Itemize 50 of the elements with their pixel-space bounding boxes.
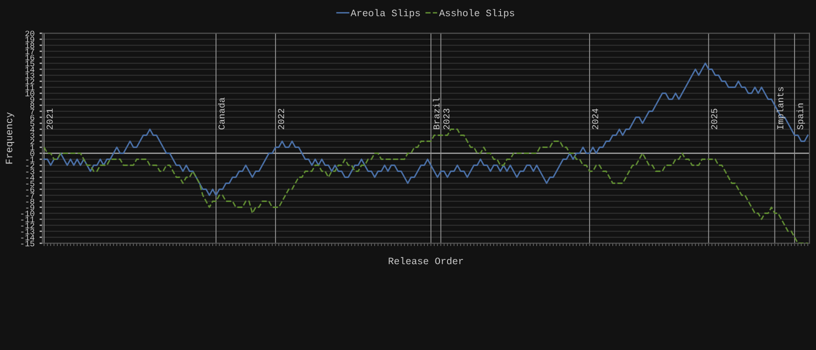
y-tick-label: 15 bbox=[25, 60, 34, 66]
y-tick-label: -1 bbox=[26, 156, 34, 162]
y-tick-label: -7 bbox=[26, 192, 34, 198]
annotation: Canada bbox=[218, 98, 225, 130]
y-tick-label: -15 bbox=[21, 240, 34, 246]
y-tick-label: 2 bbox=[30, 138, 34, 144]
y-tick-label: 17 bbox=[25, 48, 34, 54]
y-tick-label: -14 bbox=[21, 234, 34, 240]
y-tick-label: 18 bbox=[25, 42, 34, 48]
y-tick-label: -11 bbox=[21, 216, 34, 222]
y-tick-label: -6 bbox=[26, 186, 34, 192]
annotation: 2025 bbox=[711, 108, 718, 130]
x-axis-title: Release Order bbox=[388, 257, 463, 264]
annotation: Brazil bbox=[432, 98, 440, 130]
y-tick-label: -12 bbox=[21, 222, 34, 228]
y-tick-label: 19 bbox=[25, 36, 34, 42]
y-tick-label: -5 bbox=[26, 180, 34, 186]
y-tick-label: 20 bbox=[25, 30, 34, 36]
y-tick-label: 14 bbox=[25, 66, 34, 72]
y-tick-label: 4 bbox=[30, 126, 34, 132]
y-tick-label: 12 bbox=[25, 78, 34, 84]
y-tick-label: -13 bbox=[21, 228, 34, 234]
y-tick-label: 11 bbox=[25, 84, 34, 90]
annotation: Implants bbox=[776, 87, 786, 129]
annotation: Spain bbox=[796, 104, 805, 130]
y-tick-label: 5 bbox=[30, 120, 34, 126]
y-tick-label: 16 bbox=[25, 54, 34, 60]
y-tick-label: -9 bbox=[26, 204, 34, 210]
y-tick-label: -3 bbox=[26, 168, 34, 174]
y-tick-label: -8 bbox=[26, 198, 34, 204]
y-tick-label: 8 bbox=[30, 102, 34, 108]
y-axis-title: Frequency bbox=[6, 112, 14, 164]
annotation: 2021 bbox=[46, 108, 53, 130]
annotation: 2023 bbox=[443, 108, 450, 130]
line-series bbox=[43, 62, 809, 196]
y-tick-label: 10 bbox=[25, 90, 34, 96]
annotation: 2024 bbox=[592, 108, 598, 130]
y-tick-label: 1 bbox=[30, 144, 34, 150]
y-tick-label: 7 bbox=[30, 108, 34, 114]
annotation: 2022 bbox=[278, 108, 284, 130]
y-tick-label: 6 bbox=[30, 114, 34, 120]
y-tick-label: -4 bbox=[26, 174, 34, 180]
y-tick-label: 9 bbox=[30, 96, 34, 102]
legend-label: Areola Slips bbox=[350, 9, 420, 18]
y-tick-label: 3 bbox=[30, 132, 34, 138]
y-tick-label: 13 bbox=[25, 72, 34, 78]
y-tick-label: -2 bbox=[26, 162, 34, 168]
y-tick-label: -10 bbox=[21, 210, 34, 216]
y-tick-label: 0 bbox=[30, 150, 34, 156]
legend-label: Asshole Slips bbox=[439, 9, 514, 18]
